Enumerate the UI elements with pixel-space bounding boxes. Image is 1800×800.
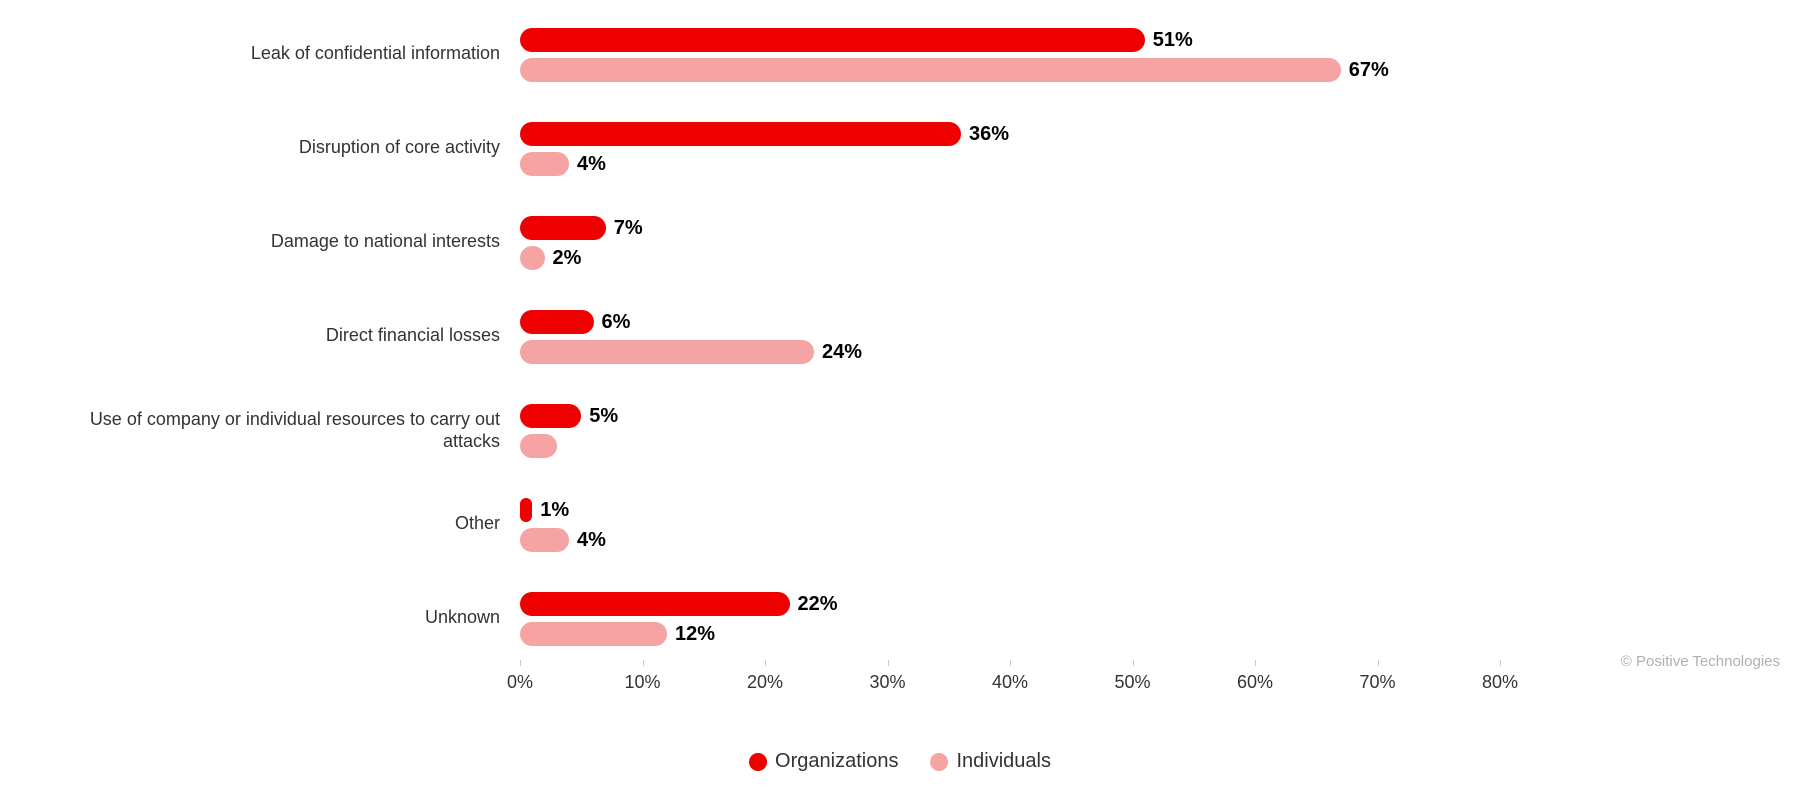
xtick-line [888, 660, 889, 666]
value-label: 1% [540, 499, 569, 522]
xtick-label: 20% [747, 672, 783, 693]
xtick-label: 30% [869, 672, 905, 693]
xtick-label: 10% [624, 672, 660, 693]
xtick-line [1133, 660, 1134, 666]
xtick-line [1378, 660, 1379, 666]
bar-organizations [520, 498, 532, 522]
value-label: 7% [614, 217, 643, 240]
value-label: 4% [577, 529, 606, 552]
category-label: Direct financial losses [40, 325, 500, 347]
legend-item: Individuals [930, 750, 1051, 773]
xtick-line [1010, 660, 1011, 666]
bar-individuals [520, 528, 569, 552]
value-label: 12% [675, 623, 715, 646]
attack-consequences-chart: 51% 67% 36% 4% 7% 2% 6% 24% 5% 1% 4% 22% 12% 0% 10% 20… [0, 0, 1800, 800]
bar-organizations [520, 28, 1145, 52]
legend-label: Individuals [956, 750, 1051, 773]
xtick-label: 0% [507, 672, 533, 693]
xtick-line [765, 660, 766, 666]
legend: Organizations Individuals [749, 750, 1051, 773]
bar-organizations [520, 216, 606, 240]
value-label: 5% [589, 405, 618, 428]
bar-individuals [520, 246, 545, 270]
bar-organizations [520, 592, 790, 616]
bar-individuals [520, 622, 667, 646]
xtick-label: 70% [1359, 672, 1395, 693]
bar-organizations [520, 310, 594, 334]
xtick-line [643, 660, 644, 666]
value-label: 2% [553, 247, 582, 270]
category-label: Damage to national interests [40, 231, 500, 253]
copyright-credit: © Positive Technologies [1621, 653, 1780, 670]
xtick-label: 80% [1482, 672, 1518, 693]
bar-individuals [520, 340, 814, 364]
category-label: Leak of confidential information [40, 43, 500, 65]
category-label: Disruption of core activity [40, 137, 500, 159]
xtick-line [1500, 660, 1501, 666]
value-label: 6% [602, 311, 631, 334]
xtick-label: 60% [1237, 672, 1273, 693]
legend-swatch [930, 753, 948, 771]
plot-area: 51% 67% 36% 4% 7% 2% 6% 24% 5% 1% 4% 22% 12% [520, 20, 1500, 660]
category-label: Use of company or individual resources t… [40, 409, 500, 452]
bar-individuals [520, 434, 557, 458]
bar-individuals [520, 152, 569, 176]
xtick-label: 40% [992, 672, 1028, 693]
bar-organizations [520, 404, 581, 428]
legend-swatch [749, 753, 767, 771]
category-label: Other [40, 513, 500, 535]
xtick-line [1255, 660, 1256, 666]
value-label: 67% [1349, 59, 1389, 82]
xtick-line [520, 660, 521, 666]
value-label: 24% [822, 341, 862, 364]
xtick-label: 50% [1114, 672, 1150, 693]
value-label: 51% [1153, 29, 1193, 52]
bar-individuals [520, 58, 1341, 82]
value-label: 22% [798, 593, 838, 616]
bar-organizations [520, 122, 961, 146]
category-label: Unknown [40, 607, 500, 629]
value-label: 36% [969, 123, 1009, 146]
value-label: 4% [577, 153, 606, 176]
legend-label: Organizations [775, 750, 898, 773]
legend-item: Organizations [749, 750, 898, 773]
